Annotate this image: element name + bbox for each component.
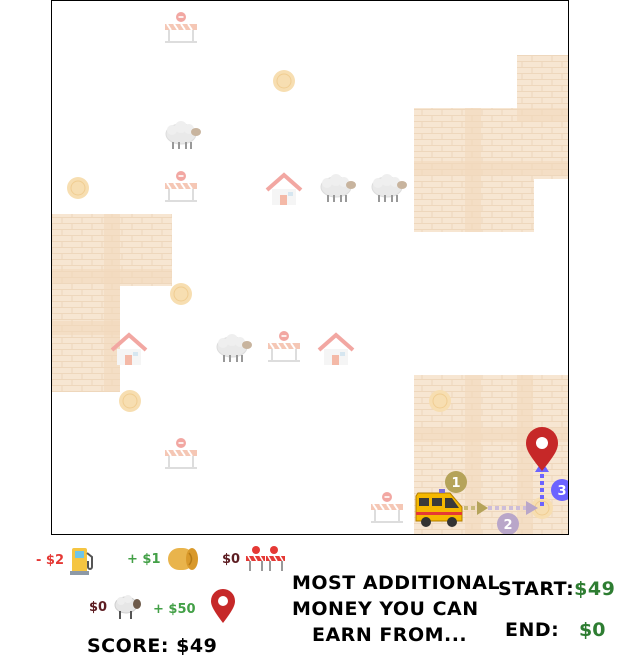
sheep-icon — [320, 173, 357, 203]
question-line-1: MOST ADDITIONAL — [292, 572, 501, 594]
game-board: 1 2 3 — [51, 0, 569, 535]
svg-text:1: 1 — [451, 476, 460, 491]
legend-hay-value: + $1 — [127, 551, 161, 567]
score-label: SCORE: — [87, 635, 169, 657]
hay-bale-icon — [66, 176, 90, 200]
legend-destination-value: + $50 — [153, 601, 196, 617]
brick-seam — [52, 269, 172, 283]
road-barrier-icon — [246, 546, 286, 571]
legend-fuel: - $2 — [36, 545, 96, 575]
sheep-icon — [165, 120, 202, 150]
question-line-2: MONEY YOU CAN — [292, 598, 479, 620]
sheep-icon — [216, 333, 253, 363]
hay-bale-icon — [169, 282, 193, 306]
road-barrier-icon — [164, 170, 198, 203]
van-icon — [415, 489, 463, 527]
hay-bale-icon — [272, 69, 296, 93]
score-value: $49 — [176, 635, 218, 657]
legend-hay: + $1 — [127, 545, 200, 573]
legend-destination: + $50 — [153, 589, 236, 625]
question-line-3: EARN FROM... — [312, 624, 468, 646]
brick-seam — [517, 375, 533, 534]
house-icon — [317, 333, 355, 367]
road-barrier-icon — [370, 491, 404, 524]
hay-bale-icon — [428, 389, 452, 413]
brick-seam — [104, 214, 120, 392]
road-barrier-icon — [164, 11, 198, 44]
road-barrier-icon — [164, 437, 198, 470]
hay-bale-icon — [167, 548, 198, 570]
legend-sheep: $0 — [89, 593, 143, 621]
route-step-1: 1 — [445, 471, 467, 493]
route-step-2: 2 — [497, 513, 519, 534]
road-barrier-icon — [267, 330, 301, 363]
house-icon — [265, 173, 303, 207]
brick-seam — [414, 161, 568, 175]
start-label: START: — [498, 578, 575, 600]
score-display: SCORE: $49 — [87, 633, 217, 659]
start-value: $49 — [574, 578, 616, 600]
svg-text:3: 3 — [557, 484, 566, 499]
brick-seam — [52, 321, 120, 335]
legend-barrier: $0 — [222, 545, 286, 573]
end-label: END: — [505, 619, 560, 641]
sheep-icon — [371, 173, 408, 203]
legend-barrier-value: $0 — [222, 551, 241, 567]
map-pin-icon — [526, 427, 558, 471]
end-value: $0 — [579, 619, 606, 641]
board-canvas: 1 2 3 — [52, 11, 568, 534]
sheep-icon — [114, 595, 142, 619]
legend-sheep-value: $0 — [89, 599, 108, 615]
brick-seam — [465, 375, 481, 534]
legend-fuel-value: - $2 — [36, 552, 65, 568]
fuel-pump-icon — [70, 548, 94, 575]
brick-seam — [517, 108, 568, 122]
svg-text:2: 2 — [503, 518, 512, 533]
hay-bale-icon — [118, 389, 142, 413]
start-display: START: $49 — [498, 576, 615, 602]
route-step-3: 3 — [551, 479, 568, 501]
map-pin-icon — [210, 589, 235, 623]
